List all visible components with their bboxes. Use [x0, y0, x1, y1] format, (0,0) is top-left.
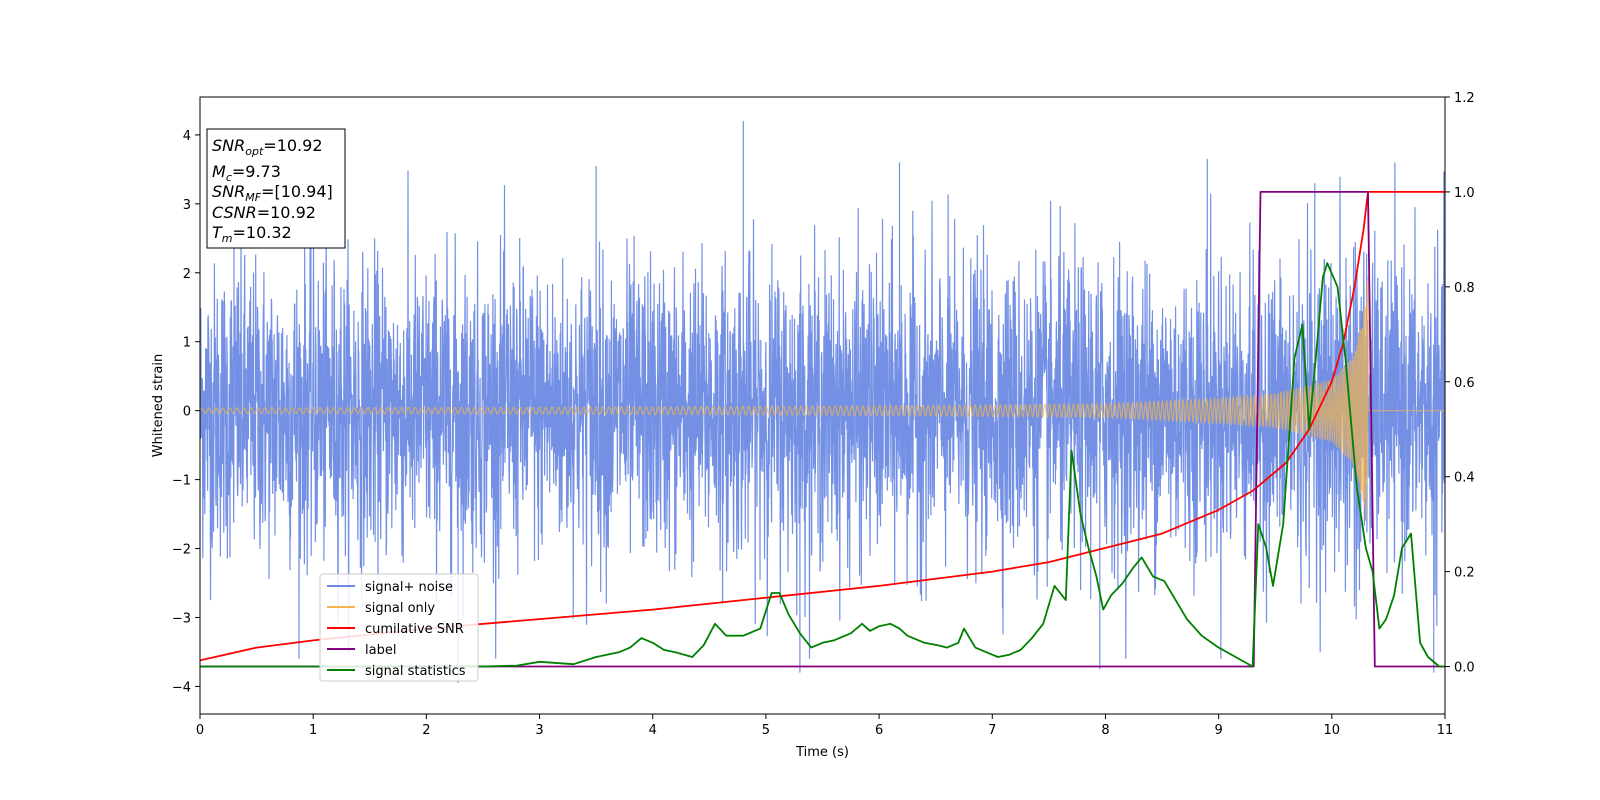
plot-area: [200, 121, 1445, 683]
y-axis-label: Whitened strain: [151, 354, 166, 457]
annotation-frame: [206, 128, 346, 249]
x-tick-label: 0: [196, 723, 204, 738]
series-cumulative-snr-line: [200, 190, 1445, 662]
x-tick-label: 9: [1214, 723, 1222, 738]
y-left-tick-label: −4: [172, 680, 191, 695]
y-left-tick-label: −1: [172, 474, 191, 489]
y-right-tick-label: 1.0: [1454, 186, 1475, 201]
y-right-tick-label: 0.0: [1454, 661, 1475, 676]
x-axis-label: Time (s): [795, 745, 849, 760]
x-tick-label: 10: [1324, 723, 1341, 738]
series-group: [200, 121, 1445, 683]
annotation-line: SNRMF=[10.94]: [212, 182, 333, 204]
legend-label: cumilative SNR: [365, 622, 464, 637]
plot-frame: [199, 96, 1446, 715]
y-left-tick-label: 2: [183, 267, 191, 282]
series-signal-noise-line: [200, 121, 1445, 683]
legend-label: signal statistics: [365, 664, 466, 679]
x-tick-label: 5: [762, 723, 770, 738]
y-right-tick-label: 0.2: [1454, 566, 1475, 581]
y-left-tick-label: −2: [172, 543, 191, 558]
y-left-tick-label: −3: [172, 611, 191, 626]
annotation-line: SNRopt=10.92: [212, 136, 323, 158]
legend-label: label: [365, 643, 396, 658]
axes: 0 1 2 3 4 5 6 7 8 9 10 11 −4 −3 −2 −1 0 1 2 3 4 0.0 0.2 0.4 0.6 0…: [172, 91, 1475, 738]
y-left-tick-label: 3: [183, 198, 191, 213]
y-right-tick-label: 0.4: [1454, 471, 1475, 486]
x-tick-label: 8: [1101, 723, 1109, 738]
annotation-box: SNRopt=10.92 Mc=9.73SNRMF=[10.94]CSNR=10.…: [206, 128, 346, 249]
legend: signal+ noise signal only cumilative SNR la…: [319, 573, 479, 682]
x-tick-label: 3: [535, 723, 543, 738]
y-right-tick-label: 0.8: [1454, 281, 1475, 296]
annotation-line: Tm=10.32: [212, 223, 292, 245]
annotation-line: Mc=9.73: [212, 162, 281, 184]
legend-frame: [319, 573, 479, 682]
legend-label: signal+ noise: [365, 580, 453, 595]
series-signal-statistics-line: [200, 262, 1445, 668]
x-tick-label: 7: [988, 723, 996, 738]
series-label-line: [200, 190, 1445, 668]
y-right-tick-label: 1.2: [1454, 91, 1475, 106]
x-tick-label: 4: [649, 723, 657, 738]
y-left-tick-label: 4: [183, 129, 191, 144]
x-tick-label: 11: [1437, 723, 1454, 738]
x-tick-label: 2: [422, 723, 430, 738]
y-right-tick-label: 0.6: [1454, 376, 1475, 391]
y-left-tick-label: 1: [183, 336, 191, 351]
annotation-line: CSNR=10.92: [212, 203, 316, 222]
x-tick-label: 1: [309, 723, 317, 738]
legend-label: signal only: [365, 601, 435, 616]
y-left-tick-label: 0: [183, 405, 191, 420]
x-tick-label: 6: [875, 723, 883, 738]
series-signal-only-line: [200, 274, 1445, 522]
